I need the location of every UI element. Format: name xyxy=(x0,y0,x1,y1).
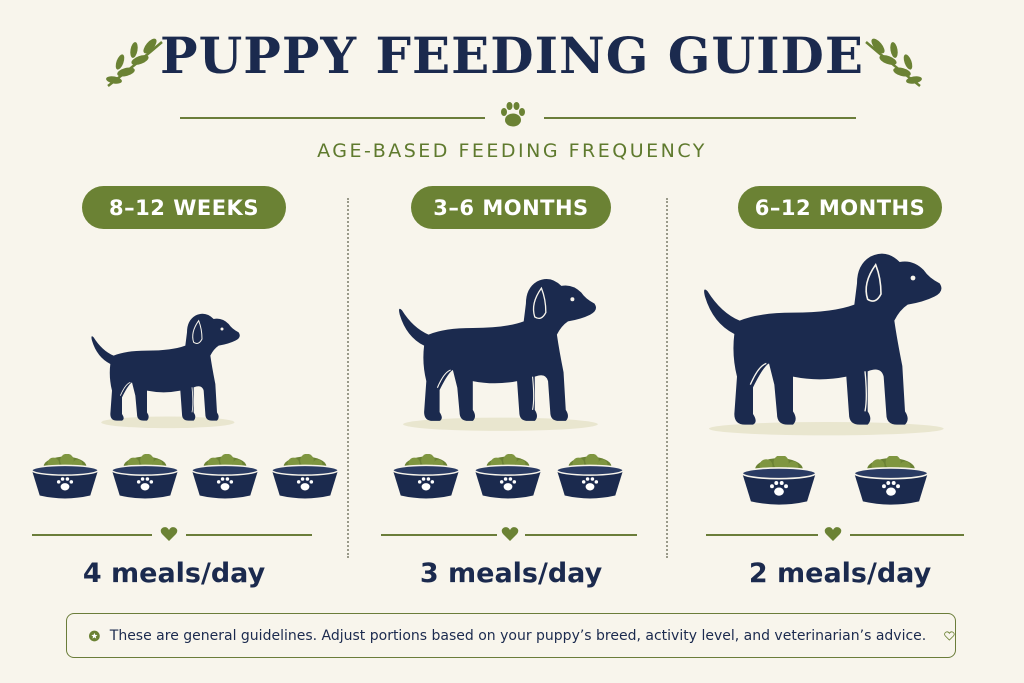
stage-column-2: 3–6 MONTHS 3 meals/day xyxy=(341,186,681,606)
heart-icon xyxy=(501,527,519,541)
puppy-small-icon xyxy=(90,313,241,429)
right-leaf-sprig-icon xyxy=(865,38,922,87)
stage-column-3: 6–12 MONTHS 2 meals/day xyxy=(670,186,1010,606)
separator-line xyxy=(32,534,152,536)
bowl-icon xyxy=(474,454,542,500)
bowl-icon xyxy=(191,454,259,500)
bowl-icon xyxy=(741,456,817,506)
meals-per-day: 2 meals/day xyxy=(748,558,932,589)
bowl-icon xyxy=(271,454,339,500)
separator-line xyxy=(525,534,637,536)
meals-per-day: 3 meals/day xyxy=(419,558,603,589)
header-rule-left xyxy=(180,117,485,119)
age-badge: 6–12 MONTHS xyxy=(738,186,942,229)
bowl-row xyxy=(740,456,930,510)
dog-adult-icon xyxy=(703,252,944,436)
bowl-icon xyxy=(556,454,624,500)
age-badge: 3–6 MONTHS xyxy=(411,186,611,229)
bowl-row xyxy=(30,454,340,504)
column-divider xyxy=(666,198,668,558)
star-icon xyxy=(89,630,100,641)
paw-icon xyxy=(501,102,525,127)
heart-icon xyxy=(824,527,842,541)
header-rule-right xyxy=(544,117,856,119)
left-leaf-sprig-icon xyxy=(106,38,163,87)
separator-line xyxy=(186,534,312,536)
bowl-icon xyxy=(31,454,99,500)
bowl-icon xyxy=(392,454,460,500)
separator-line xyxy=(381,534,497,536)
column-divider xyxy=(347,198,349,558)
puppy-medium-icon xyxy=(398,278,598,431)
bowl-row xyxy=(391,454,625,504)
note-text: These are general guidelines. Adjust por… xyxy=(109,627,927,644)
heart-outline-icon xyxy=(944,630,955,641)
separator-line xyxy=(706,534,818,536)
guidelines-note: These are general guidelines. Adjust por… xyxy=(66,613,956,658)
heart-icon xyxy=(160,527,178,541)
stage-column-1: 8–12 WEEKS 4 meals/day xyxy=(2,186,342,606)
bowl-icon xyxy=(111,454,179,500)
bowl-icon xyxy=(853,456,929,506)
page-subtitle: AGE-BASED FEEDING FREQUENCY xyxy=(317,140,707,162)
page-title: PUPPY FEEDING GUIDE xyxy=(160,26,864,85)
separator-line xyxy=(850,534,964,536)
age-badge: 8–12 WEEKS xyxy=(82,186,286,229)
meals-per-day: 4 meals/day xyxy=(82,558,266,589)
